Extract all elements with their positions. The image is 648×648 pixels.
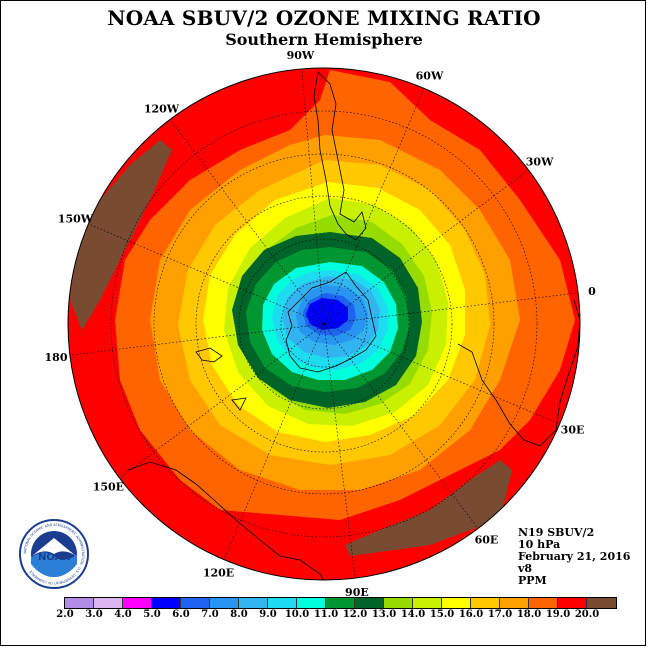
- longitude-label: 30E: [561, 423, 585, 436]
- longitude-label: 60W: [416, 69, 444, 82]
- map-title: NOAA SBUV/2 OZONE MIXING RATIO: [107, 6, 541, 30]
- colorbar-swatch: [413, 598, 442, 608]
- units-label: PPM: [518, 574, 547, 587]
- colorbar-tick-label: 3.0: [85, 609, 103, 620]
- longitude-label: 30W: [526, 156, 554, 169]
- colorbar-swatch: [268, 598, 297, 608]
- meridian-line: [323, 88, 425, 325]
- field-brown-patch-nw: [70, 140, 172, 330]
- colorbar-tick-label: 7.0: [201, 609, 219, 620]
- colorbar-ticks: 2.0 3.0 4.0 5.0 6.0 7.0 8.0 9.0 10.0 11.0 12.0 13.0…: [0, 609, 648, 623]
- meridian-line: [88, 223, 325, 325]
- instrument-label: N19 SBUV/2: [518, 526, 595, 539]
- colorbar-tick-label: 11.0: [313, 609, 339, 620]
- colorbar-tick-label: 13.0: [371, 609, 397, 620]
- colorbar-tick-label: 2.0: [56, 609, 74, 620]
- meridian-line: [223, 323, 325, 560]
- info-block: N19 SBUV/2 10 hPa February 21, 2016 v8 P…: [518, 527, 630, 587]
- noaa-logo: NOAA NATIONAL OCEANIC AND ATMOSPHERIC AD…: [18, 518, 90, 595]
- colorbar-tick-label: 8.0: [230, 609, 248, 620]
- australia-coast: [127, 461, 327, 580]
- colorbar-swatch: [326, 598, 355, 608]
- colorbar-swatch: [587, 598, 616, 608]
- antarctica-coast: [285, 271, 377, 373]
- colorbar-tick-label: 4.0: [114, 609, 132, 620]
- colorbar-swatch: [94, 598, 123, 608]
- meridian-line: [323, 292, 579, 325]
- longitude-label: 120E: [203, 567, 234, 580]
- ozone-field: [68, 68, 580, 580]
- colorbar-tick-label: 16.0: [458, 609, 484, 620]
- colorbar-tick-label: 12.0: [342, 609, 368, 620]
- meridian-line: [169, 119, 325, 325]
- meridian-line: [323, 323, 479, 529]
- field-brown-patch-se: [345, 460, 512, 556]
- longitude-label: 150E: [93, 480, 124, 493]
- map-boundary: [67, 67, 581, 581]
- meridian-line: [323, 323, 356, 579]
- colorbar-tick-label: 19.0: [545, 609, 571, 620]
- longitude-label: 60E: [475, 534, 499, 547]
- longitude-label: 90E: [345, 586, 369, 599]
- colorbar-tick-label: 5.0: [143, 609, 161, 620]
- colorbar-tick-label: 9.0: [259, 609, 277, 620]
- colorbar-swatch: [384, 598, 413, 608]
- coastlines: [127, 71, 580, 580]
- graticule: [69, 68, 579, 579]
- colorbar-swatch: [500, 598, 529, 608]
- colorbar-tick-label: 18.0: [516, 609, 542, 620]
- colorbar-swatch: [529, 598, 558, 608]
- longitude-label: 180: [45, 351, 68, 364]
- south-america-coast: [313, 71, 367, 241]
- colorbar-swatch: [123, 598, 152, 608]
- noaa-logo-text: NOAA: [38, 552, 70, 563]
- colorbar-swatch: [152, 598, 181, 608]
- longitude-labels: 90W 60W 30W 0 30E 60E 90E 120E 150E 180 150W 120W: [45, 49, 597, 599]
- map-subtitle: Southern Hemisphere: [225, 30, 423, 49]
- colorbar-swatch: [558, 598, 587, 608]
- longitude-label: 90W: [287, 49, 315, 62]
- colorbar-swatch: [239, 598, 268, 608]
- colorbar-tick-label: 14.0: [400, 609, 426, 620]
- colorbar-tick-label: 6.0: [172, 609, 190, 620]
- meridian-line: [69, 323, 325, 356]
- colorbar-tick-label: 20.0: [574, 609, 600, 620]
- meridian-line: [323, 169, 529, 325]
- colorbar-tick-label: 15.0: [429, 609, 455, 620]
- pressure-level-label: 10 hPa: [518, 538, 561, 551]
- new-zealand-coast: [195, 347, 247, 411]
- colorbar-tick-label: 17.0: [487, 609, 513, 620]
- meridian-line: [301, 68, 325, 325]
- date-label: February 21, 2016: [518, 550, 631, 563]
- version-label: v8: [518, 562, 533, 575]
- meridian-line: [119, 323, 325, 479]
- colorbar-swatch: [471, 598, 500, 608]
- field-blue: [306, 298, 348, 330]
- colorbar-swatch: [181, 598, 210, 608]
- longitude-label: 120W: [144, 102, 180, 115]
- colorbar-swatch: [442, 598, 471, 608]
- colorbar-swatch: [297, 598, 326, 608]
- noaa-emblem-icon: NOAA NATIONAL OCEANIC AND ATMOSPHERIC AD…: [19, 519, 89, 589]
- colorbar-tick-label: 10.0: [284, 609, 310, 620]
- colorbar-swatch: [355, 598, 384, 608]
- africa-coast: [457, 299, 580, 447]
- meridian-line: [323, 323, 560, 425]
- longitude-label: 150W: [58, 213, 94, 226]
- longitude-label: 0: [588, 285, 596, 298]
- colorbar-swatch: [65, 598, 94, 608]
- colorbar: [64, 597, 617, 609]
- colorbar-swatch: [210, 598, 239, 608]
